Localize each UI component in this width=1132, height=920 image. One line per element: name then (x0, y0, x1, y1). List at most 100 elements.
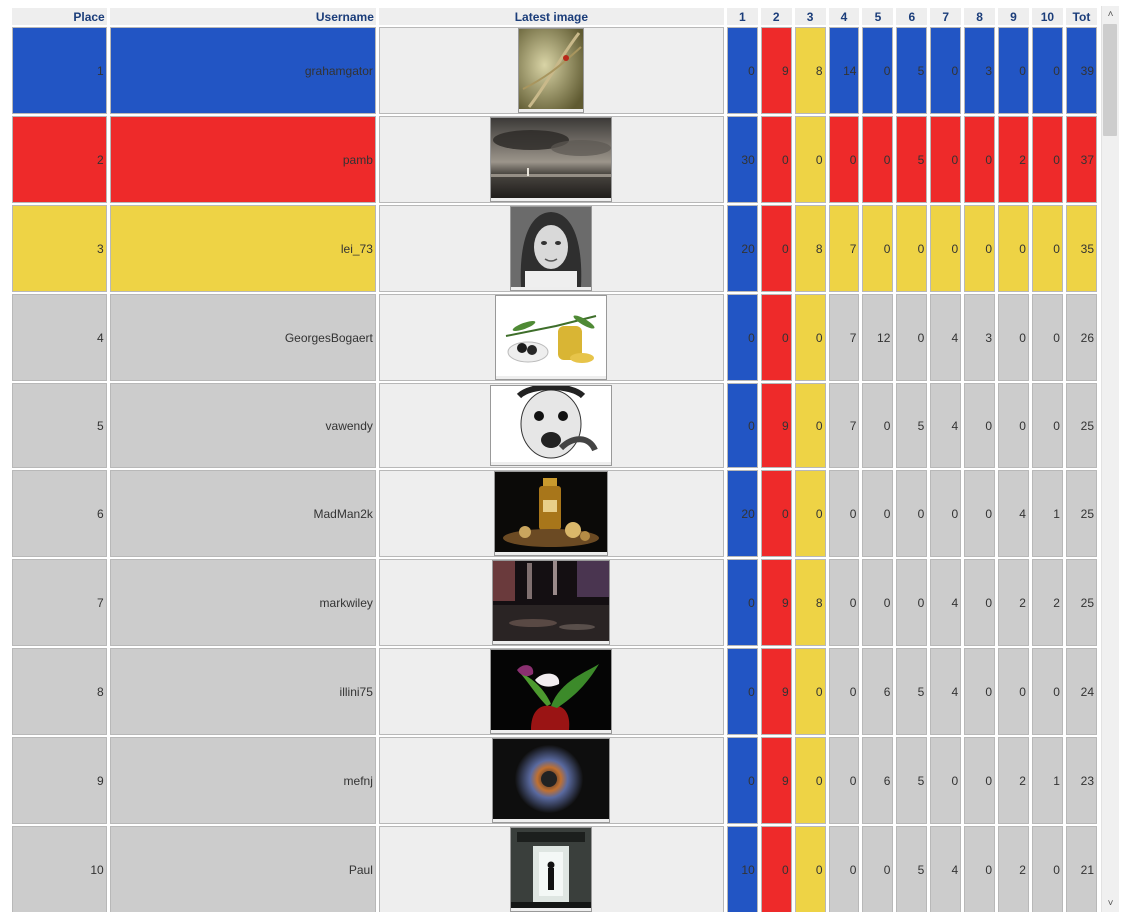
score-cell-round-7: 0 (930, 27, 962, 114)
night-street-photo[interactable] (492, 560, 611, 645)
place-cell: 5 (12, 383, 107, 468)
total-cell: 37 (1065, 116, 1097, 203)
score-cell-round-7: 4 (930, 383, 962, 468)
score-cell-round-6: 5 (896, 648, 928, 735)
column-header-place: Place (12, 8, 107, 25)
score-cell-round-8: 0 (964, 470, 996, 557)
column-header-round-3: 3 (794, 8, 826, 25)
score-cell-round-2: 9 (760, 559, 792, 646)
table-row: 8 illini75 0 9 0 0 6 5 4 0 0 0 24 (12, 648, 1097, 735)
score-cell-round-7: 4 (930, 826, 962, 912)
place-cell: 2 (12, 116, 107, 203)
column-header-round-9: 9 (998, 8, 1029, 25)
table-row: 3 lei_73 20 0 8 7 0 0 0 0 0 0 35 (12, 205, 1097, 292)
woman-portrait-photo[interactable] (510, 206, 593, 291)
score-cell-round-8: 0 (964, 826, 996, 912)
username-cell: MadMan2k (109, 470, 376, 557)
score-cell-round-2: 9 (760, 737, 792, 824)
score-cell-round-6: 5 (896, 826, 928, 912)
score-cell-round-5: 6 (862, 737, 894, 824)
score-cell-round-4: 0 (828, 648, 860, 735)
table-row: 6 MadMan2k 20 0 0 0 0 0 0 0 4 1 25 (12, 470, 1097, 557)
score-cell-round-3: 0 (794, 294, 826, 381)
score-cell-round-9: 2 (998, 116, 1029, 203)
score-cell-round-10: 0 (1031, 826, 1063, 912)
score-cell-round-4: 0 (828, 116, 860, 203)
score-cell-round-8: 3 (964, 27, 996, 114)
vertical-scrollbar[interactable]: ˄ ˅ (1101, 6, 1119, 912)
latest-image-cell (378, 737, 724, 824)
abstract-burst-photo[interactable] (492, 738, 611, 823)
score-cell-round-8: 0 (964, 383, 996, 468)
table-row: 9 mefnj 0 9 0 0 6 5 0 0 2 1 23 (12, 737, 1097, 824)
score-cell-round-1: 0 (726, 383, 758, 468)
score-cell-round-1: 0 (726, 27, 758, 114)
score-cell-round-4: 7 (828, 205, 860, 292)
score-cell-round-4: 14 (828, 27, 860, 114)
score-cell-round-3: 8 (794, 27, 826, 114)
score-cell-round-9: 2 (998, 737, 1029, 824)
column-header-latest-image: Latest image (378, 8, 724, 25)
username-cell: lei_73 (109, 205, 376, 292)
score-cell-round-3: 0 (794, 737, 826, 824)
score-cell-round-4: 0 (828, 559, 860, 646)
column-header-round-10: 10 (1031, 8, 1063, 25)
score-cell-round-5: 12 (862, 294, 894, 381)
stormy-sky-photo[interactable] (490, 117, 613, 202)
total-cell: 24 (1065, 648, 1097, 735)
score-cell-round-8: 0 (964, 737, 996, 824)
score-cell-round-2: 0 (760, 470, 792, 557)
place-cell: 7 (12, 559, 107, 646)
table-row: 5 vawendy 0 9 0 7 0 5 4 0 0 0 25 (12, 383, 1097, 468)
place-cell: 8 (12, 648, 107, 735)
username-cell: vawendy (109, 383, 376, 468)
scroll-up-arrow-icon[interactable]: ˄ (1107, 9, 1114, 20)
score-cell-round-8: 0 (964, 559, 996, 646)
calla-lily-photo[interactable] (490, 649, 613, 734)
score-cell-round-7: 4 (930, 559, 962, 646)
total-cell: 25 (1065, 383, 1097, 468)
scrollbar-thumb[interactable] (1103, 24, 1117, 136)
score-cell-round-6: 0 (896, 294, 928, 381)
score-cell-round-5: 0 (862, 470, 894, 557)
wheat-ladybug-photo[interactable] (518, 28, 585, 113)
score-cell-round-10: 0 (1031, 116, 1063, 203)
score-cell-round-3: 0 (794, 116, 826, 203)
username-cell: markwiley (109, 559, 376, 646)
scroll-down-arrow-icon[interactable]: ˅ (1107, 898, 1114, 909)
place-cell: 6 (12, 470, 107, 557)
score-cell-round-3: 0 (794, 470, 826, 557)
total-cell: 26 (1065, 294, 1097, 381)
scared-face-photo[interactable] (490, 384, 613, 466)
score-cell-round-1: 0 (726, 648, 758, 735)
score-cell-round-6: 5 (896, 383, 928, 468)
score-cell-round-5: 0 (862, 383, 894, 468)
username-cell: pamb (109, 116, 376, 203)
score-cell-round-2: 0 (760, 116, 792, 203)
score-cell-round-1: 20 (726, 470, 758, 557)
score-cell-round-1: 0 (726, 559, 758, 646)
score-cell-round-6: 0 (896, 205, 928, 292)
score-cell-round-3: 0 (794, 383, 826, 468)
score-cell-round-10: 0 (1031, 294, 1063, 381)
score-cell-round-4: 0 (828, 470, 860, 557)
score-cell-round-5: 0 (862, 116, 894, 203)
score-cell-round-8: 0 (964, 648, 996, 735)
doorway-silhouette-photo[interactable] (510, 827, 593, 912)
olives-oil-photo[interactable] (495, 295, 608, 380)
place-cell: 4 (12, 294, 107, 381)
score-cell-round-7: 0 (930, 470, 962, 557)
score-cell-round-8: 3 (964, 294, 996, 381)
score-cell-round-2: 9 (760, 648, 792, 735)
score-cell-round-2: 0 (760, 826, 792, 912)
column-header-round-1: 1 (726, 8, 758, 25)
score-cell-round-6: 5 (896, 737, 928, 824)
table-row: 4 GeorgesBogaert 0 0 0 7 12 0 4 3 0 0 26 (12, 294, 1097, 381)
score-cell-round-2: 0 (760, 294, 792, 381)
oil-bottle-photo[interactable] (494, 471, 609, 556)
place-cell: 1 (12, 27, 107, 114)
score-cell-round-5: 0 (862, 826, 894, 912)
score-cell-round-7: 0 (930, 205, 962, 292)
score-cell-round-3: 8 (794, 205, 826, 292)
leaderboard-frame: Place Username Latest image 1 2 3 4 5 6 7 8 9 10 Tot … (8, 6, 1100, 912)
